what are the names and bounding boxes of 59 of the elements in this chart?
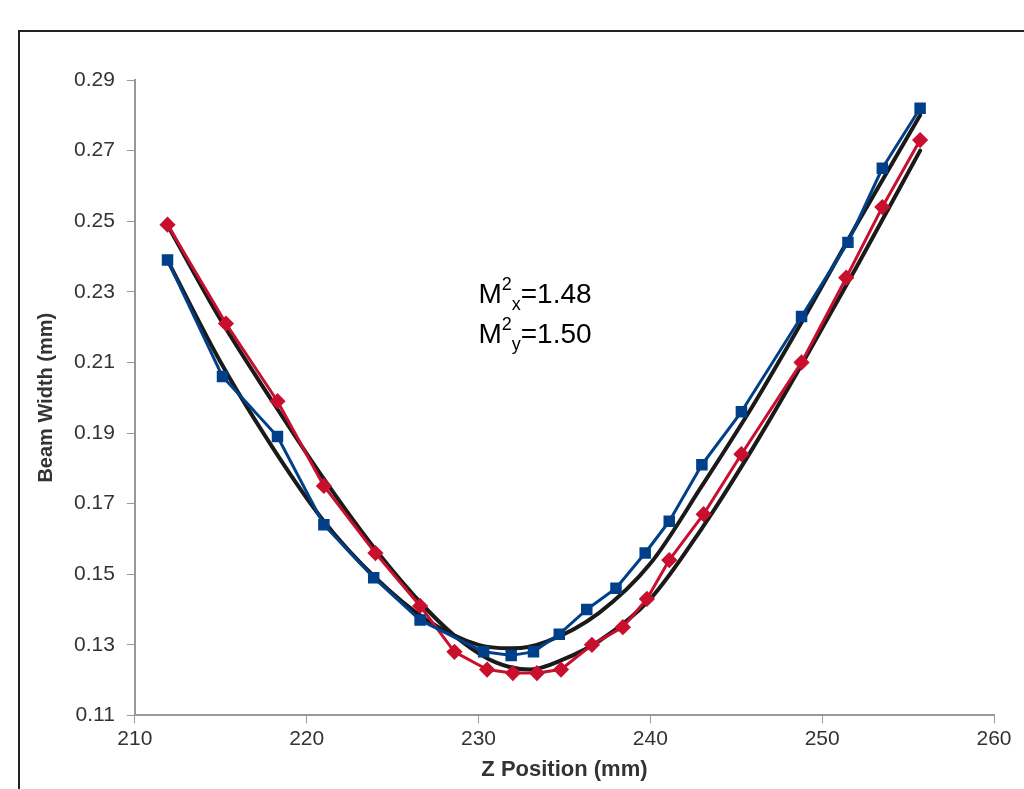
point [663,515,675,527]
x-tick-label: 240 [632,725,668,749]
point [160,217,176,233]
point [367,545,383,561]
point [218,316,234,332]
point [553,628,566,640]
y-tick-label: 0.25 [74,208,115,231]
point [271,430,284,443]
y-tick-label: 0.15 [74,561,115,584]
point [914,102,926,114]
point [477,646,490,658]
point [795,310,808,323]
point [696,506,712,522]
point [838,270,854,286]
point [414,614,426,626]
y-tick-label: 0.17 [74,490,115,514]
point [794,354,810,370]
y-tick-label: 0.21 [74,349,115,373]
point [661,552,677,568]
point [581,603,593,616]
point [505,649,517,662]
y-tick-label: 0.19 [74,419,115,443]
point [615,619,631,635]
point [446,644,462,660]
point [412,598,428,614]
point [318,519,330,531]
point [874,199,890,215]
point [639,591,655,607]
y-tick-label: 0.11 [75,702,115,726]
point [876,162,889,174]
y-tick-label: 0.13 [74,631,115,655]
point [639,547,651,559]
x-axis-title: Z Position (mm) [481,755,648,781]
y-tick-label: 0.27 [74,137,115,161]
point [529,665,545,681]
point [912,132,928,148]
x-tick-label: 260 [976,725,1012,749]
point [505,665,521,681]
y-axis-title: Beam Width (mm) [33,312,56,483]
x-tick-label: 220 [289,725,325,749]
point [161,254,174,266]
y-tick-label: 0.23 [74,278,115,302]
x-tick-label: 210 [117,725,153,749]
x-tick-label: 230 [461,725,497,749]
point [527,646,540,658]
point [696,459,708,471]
point [733,446,749,462]
point [216,370,229,383]
point [479,662,495,678]
x-tick-label: 250 [804,725,840,749]
point [367,571,380,584]
y-tick-label: 0.29 [74,66,115,90]
point [610,582,622,595]
point [316,478,332,494]
point [553,662,569,678]
point [842,236,854,249]
point [584,637,600,653]
point [269,393,285,409]
point [735,406,748,418]
